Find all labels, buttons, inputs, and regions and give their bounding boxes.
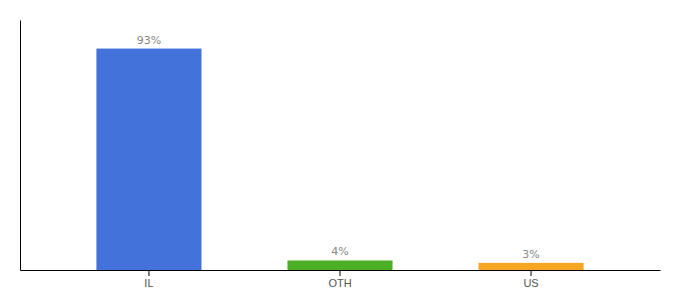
x-tick-label: OTH xyxy=(328,277,351,289)
data-label: 4% xyxy=(331,245,348,258)
data-label: 93% xyxy=(137,34,161,47)
x-tick: OTH xyxy=(328,270,351,289)
bar xyxy=(287,260,392,270)
bar xyxy=(96,49,201,270)
x-tick-mark xyxy=(148,270,149,276)
x-tick: IL xyxy=(144,270,153,289)
x-tick-label: IL xyxy=(144,277,153,289)
bars xyxy=(96,49,583,270)
x-axis: IL OTH US xyxy=(21,270,661,289)
chart-container: IL OTH US 93% 4% 3% xyxy=(0,0,680,300)
bar xyxy=(479,263,584,270)
x-tick: US xyxy=(523,270,538,289)
data-label: 3% xyxy=(522,248,539,261)
plot-root: IL OTH US 93% 4% 3% xyxy=(21,21,661,289)
x-tick-mark xyxy=(340,270,341,276)
x-tick-label: US xyxy=(523,277,538,289)
data-labels: 93% 4% 3% xyxy=(137,34,540,261)
y-axis-line xyxy=(20,21,21,271)
chart-svg: IL OTH US 93% 4% 3% xyxy=(0,0,680,300)
x-tick-mark xyxy=(531,270,532,276)
y-axis xyxy=(20,21,21,271)
